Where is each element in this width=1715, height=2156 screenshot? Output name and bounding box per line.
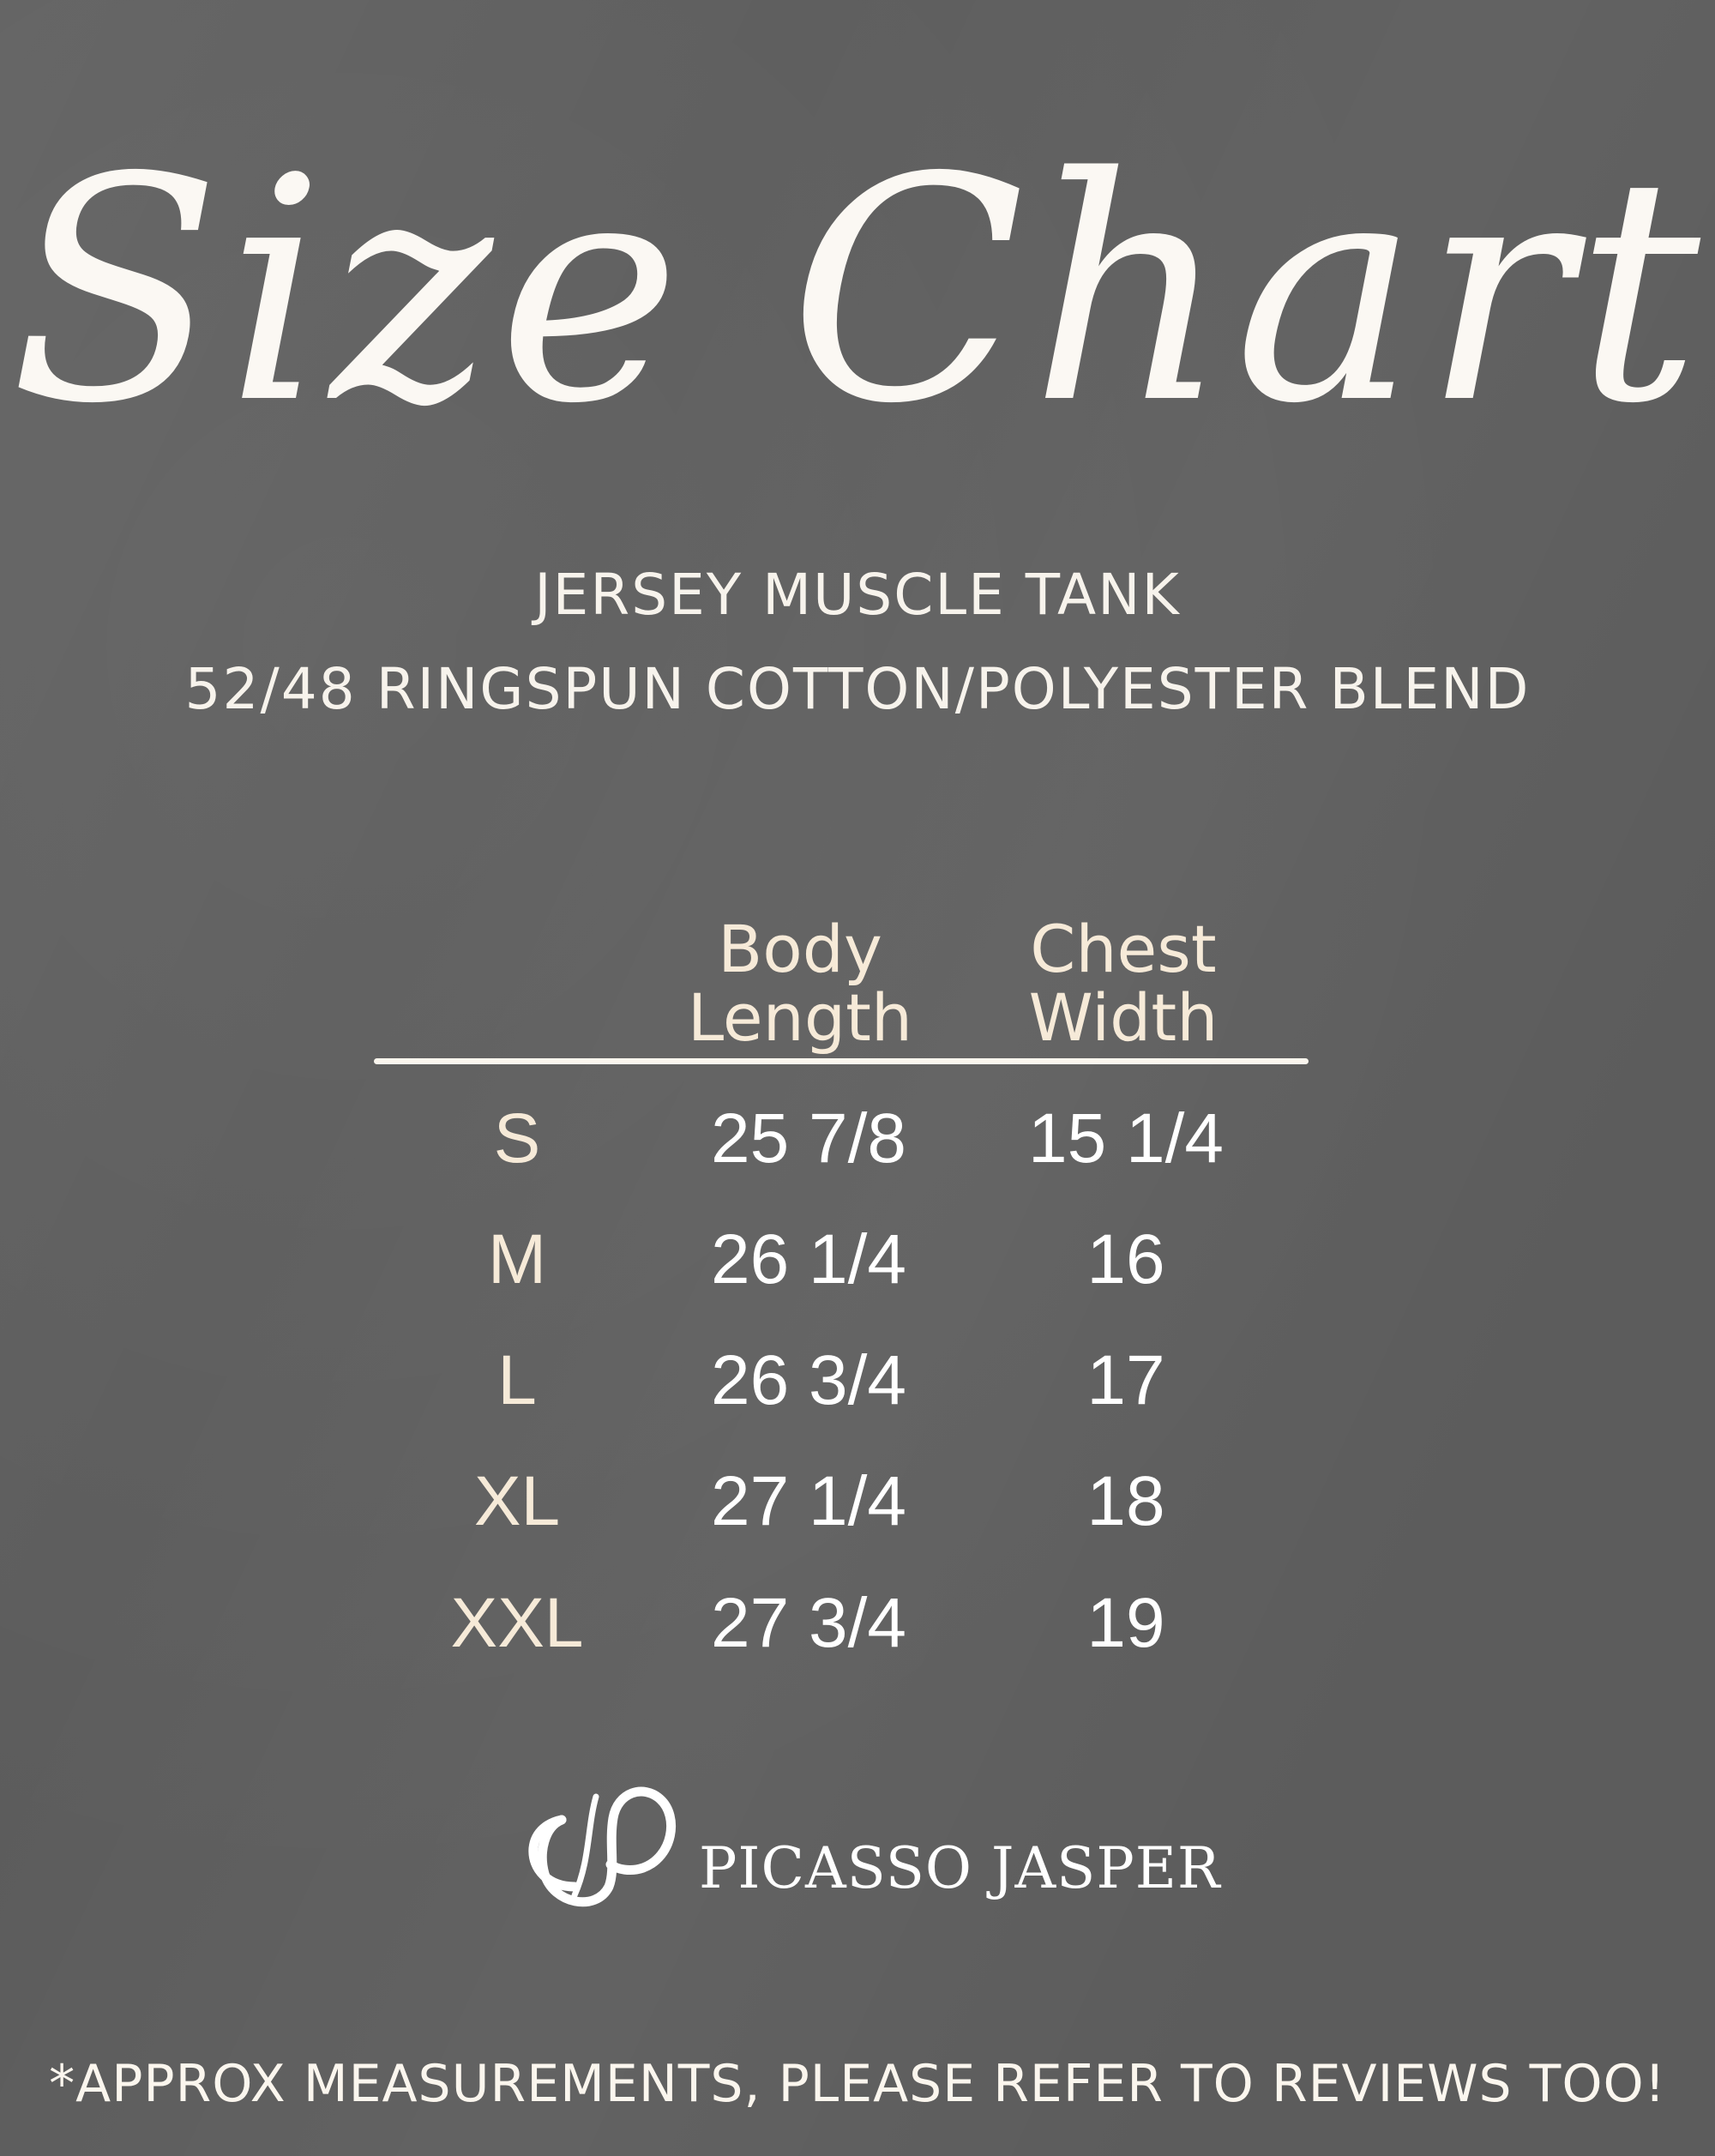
header-body-length-line2: Length [687, 979, 913, 1056]
header-body-length: Body Length [629, 915, 972, 1052]
size-cell: XXL [450, 1584, 584, 1662]
header-body-length-line1: Body [718, 911, 882, 987]
body-length-cell: 26 3/4 [711, 1341, 906, 1419]
body-length-cell: 27 3/4 [711, 1584, 906, 1662]
brand-name: PICASSO JASPER [699, 1835, 1221, 1901]
size-cell: S [493, 1099, 541, 1177]
chest-width-cell: 15 1/4 [1028, 1099, 1224, 1177]
chest-width-cell: 18 [1086, 1462, 1165, 1540]
body-length-cell: 27 1/4 [711, 1462, 906, 1540]
chest-width-cell: 16 [1086, 1220, 1165, 1298]
header-chest-width-line1: Chest [1030, 911, 1217, 987]
header-chest-width: Chest Width [952, 915, 1295, 1052]
size-cell: XL [473, 1462, 561, 1540]
page-title: Size Chart [9, 111, 1706, 471]
fabric-blend: 52/48 RINGSPUN COTTON/POLYESTER BLEND [184, 656, 1531, 722]
pj-monogram-logo-icon [528, 1786, 677, 1907]
size-cell: L [497, 1341, 537, 1419]
body-length-cell: 25 7/8 [711, 1099, 906, 1177]
header-divider [374, 1058, 1309, 1064]
header-chest-width-line2: Width [1028, 979, 1219, 1056]
chest-width-cell: 19 [1086, 1584, 1165, 1662]
chest-width-cell: 17 [1086, 1341, 1165, 1419]
footnote: *APPROX MEASUREMENTS, PLEASE REFER TO RE… [49, 2054, 1666, 2114]
product-name: JERSEY MUSCLE TANK [534, 562, 1181, 628]
body-length-cell: 26 1/4 [711, 1220, 906, 1298]
size-cell: M [487, 1220, 547, 1298]
